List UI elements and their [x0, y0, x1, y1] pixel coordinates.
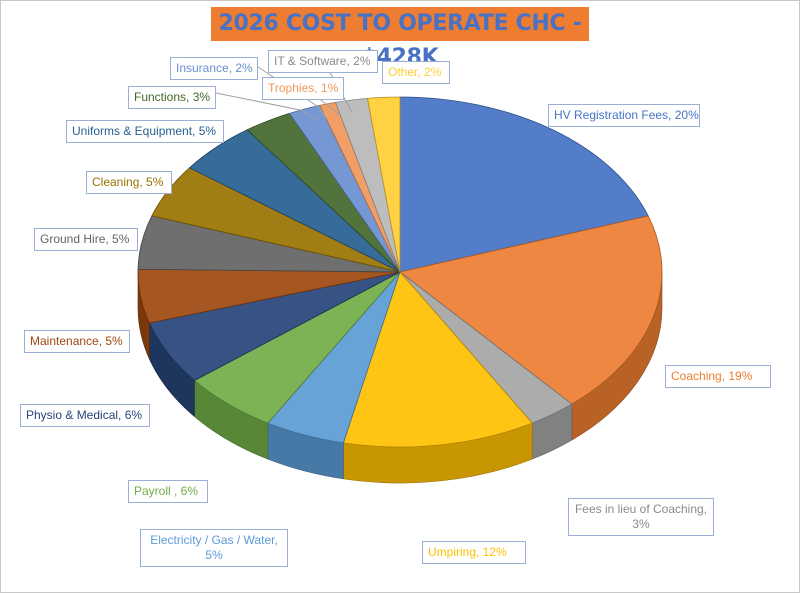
data-label-0: HV Registration Fees, 20% [548, 104, 700, 127]
pie-slice-3 [342, 271, 533, 448]
data-label-5: Payroll , 6% [128, 480, 208, 503]
data-label-10: Uniforms & Equipment, 5% [66, 120, 224, 143]
data-label-8: Ground Hire, 5% [34, 228, 138, 251]
pie-sides [137, 271, 663, 484]
pie-slice-0 [399, 96, 649, 273]
data-label-3: Umpiring, 12% [422, 541, 526, 564]
data-label-13: Trophies, 1% [262, 77, 344, 100]
data-label-1: Coaching, 19% [665, 365, 771, 388]
data-label-14: IT & Software, 2% [268, 50, 378, 73]
leader-line-0 [215, 92, 319, 121]
data-label-12: Insurance, 2% [170, 57, 258, 80]
data-label-9: Cleaning, 5% [86, 171, 172, 194]
data-label-4: Electricity / Gas / Water, 5% [140, 529, 288, 567]
pie-slice-15 [367, 96, 401, 273]
data-label-11: Functions, 3% [128, 86, 216, 109]
data-label-7: Maintenance, 5% [24, 330, 130, 353]
data-label-2: Fees in lieu of Coaching, 3% [568, 498, 714, 536]
pie-slice-1 [399, 215, 663, 405]
pie-top [137, 96, 663, 448]
data-label-15: Other, 2% [382, 61, 450, 84]
data-label-6: Physio & Medical, 6% [20, 404, 150, 427]
